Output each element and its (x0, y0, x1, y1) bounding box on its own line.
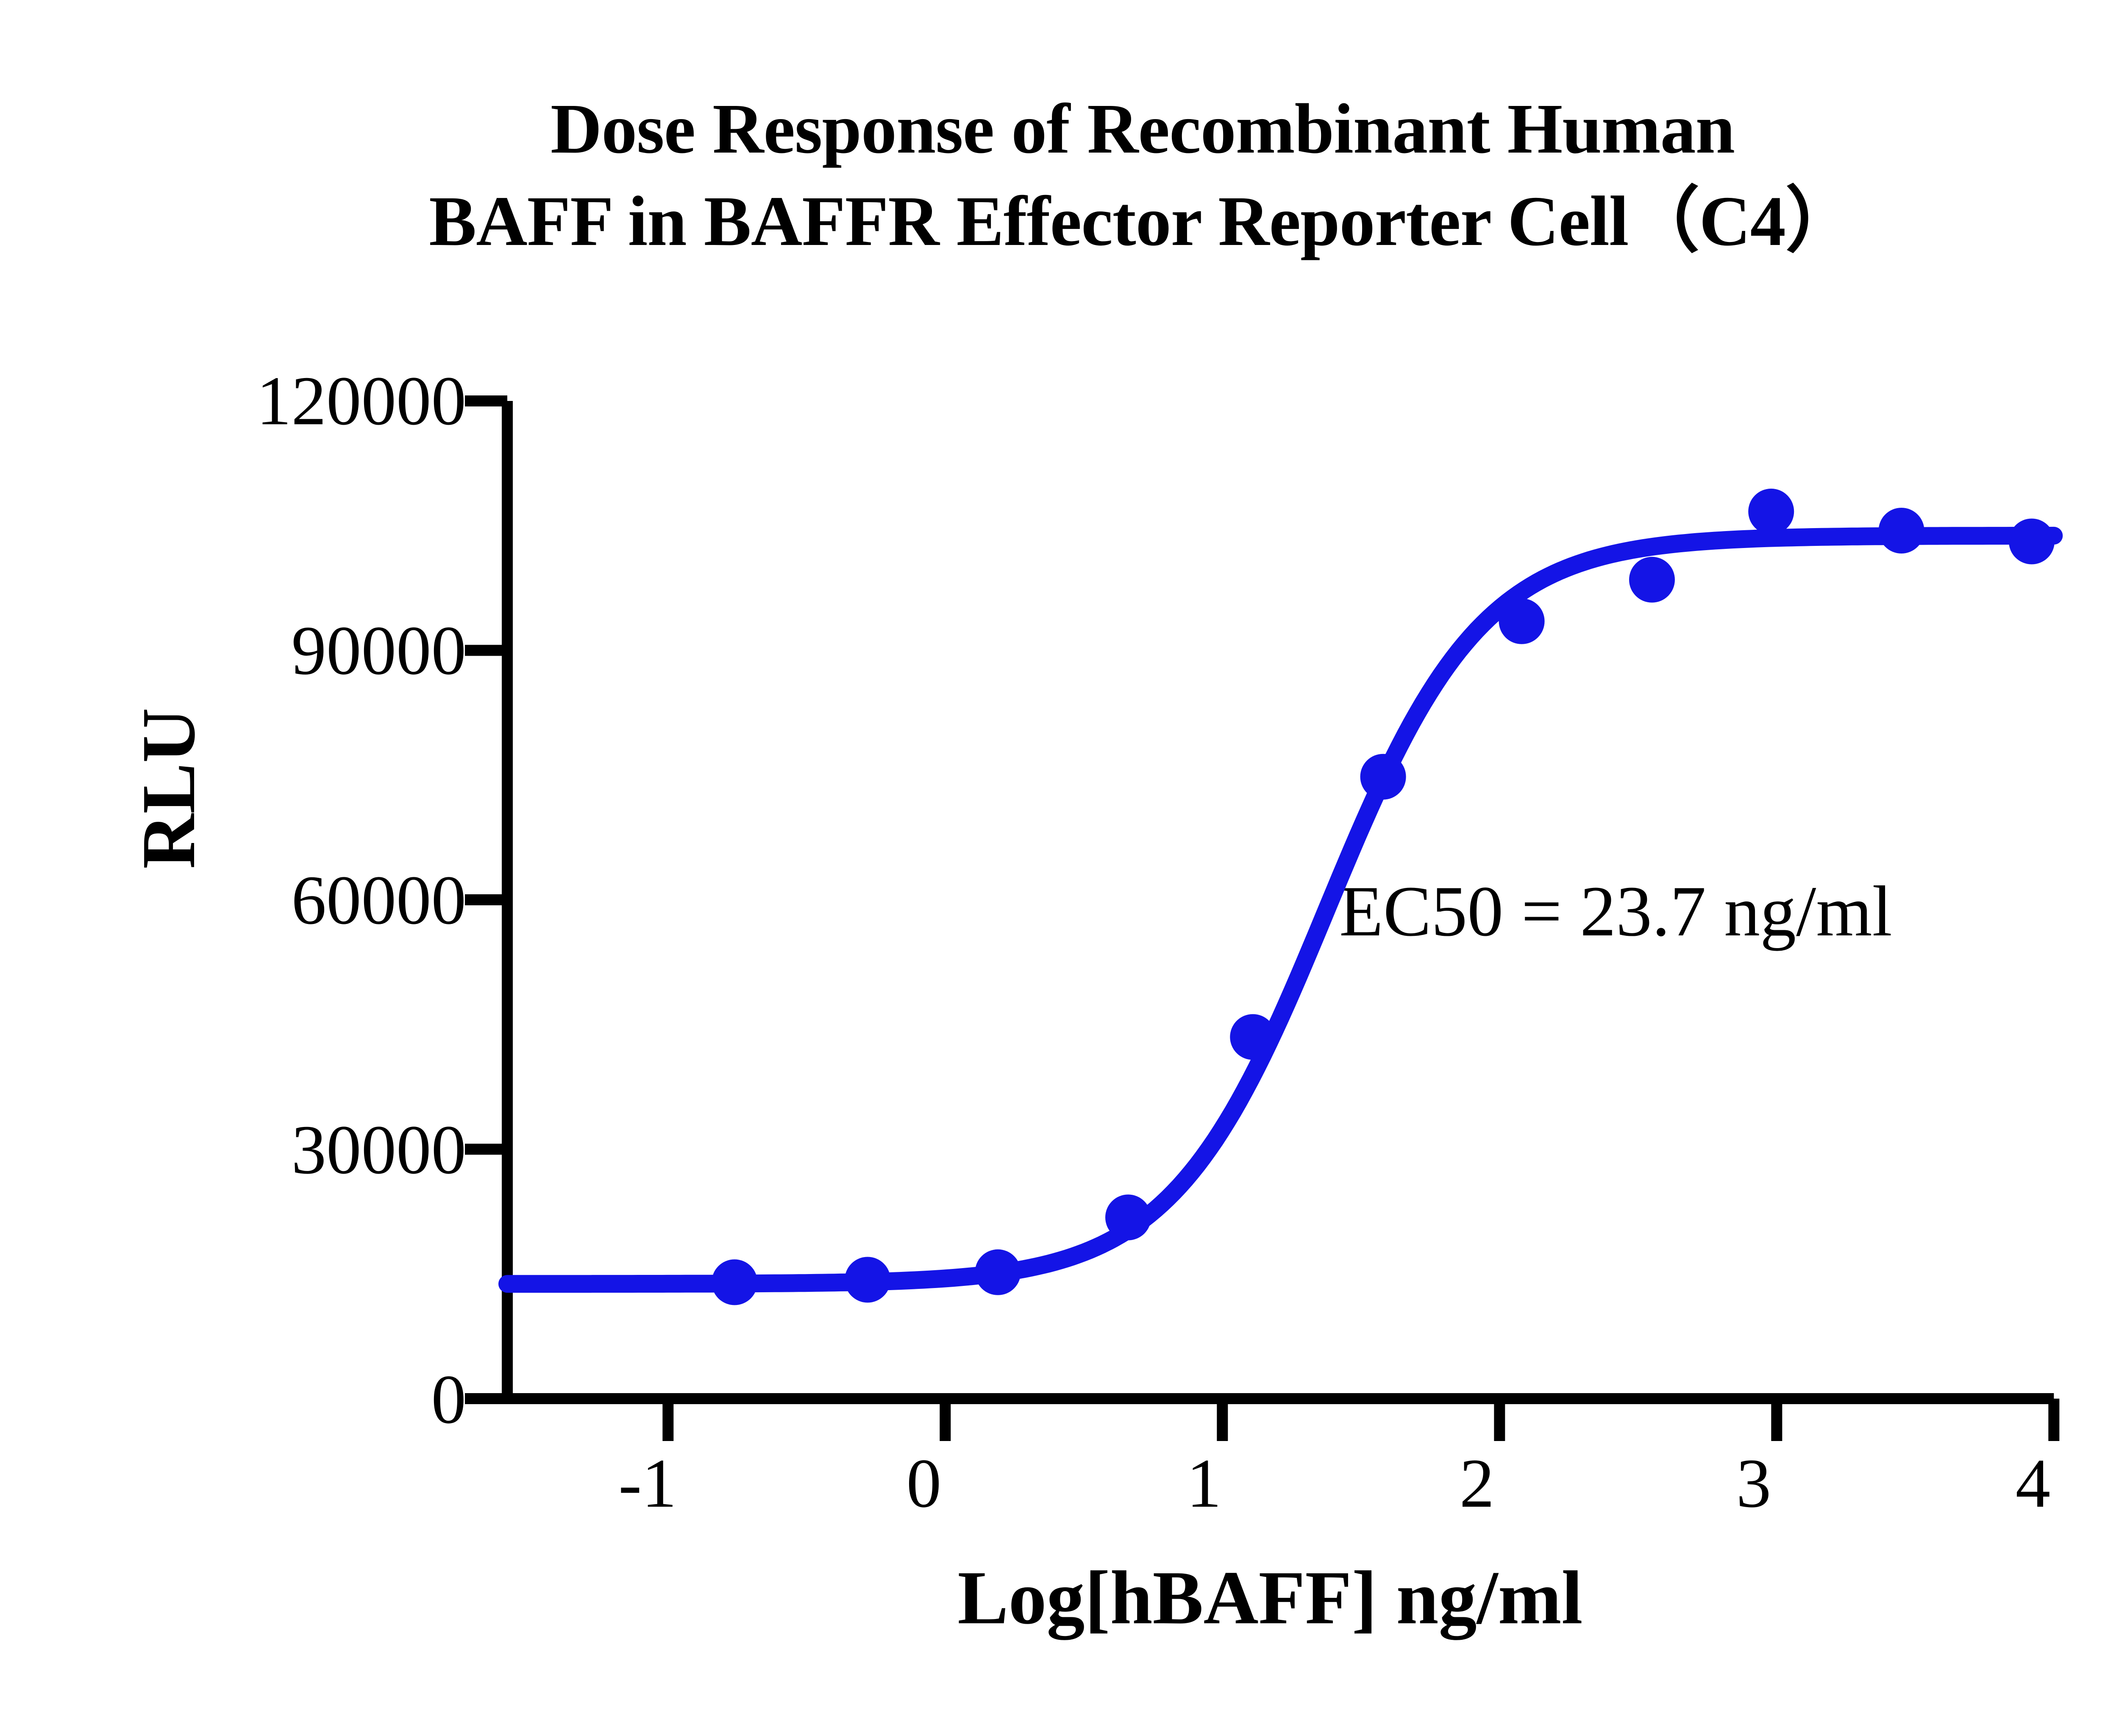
y-tick-text: 90000 (291, 612, 467, 689)
data-point-marker (1230, 1014, 1276, 1060)
page-title: Dose Response of Recombinant Human BAFF … (429, 89, 1857, 261)
data-point-marker (1748, 488, 1794, 534)
y-tick-text: 0 (431, 1360, 467, 1438)
data-point-marker (1105, 1194, 1151, 1241)
data-point-marker (1629, 556, 1675, 603)
y-tick-text: 60000 (291, 861, 467, 939)
x-axis-ticks (662, 1399, 2060, 1441)
data-point-marker (845, 1257, 891, 1303)
data-point-marker (1878, 508, 1924, 554)
x-tick-text: 4 (2015, 1444, 2051, 1522)
data-point-marker (1499, 598, 1545, 644)
x-tick-text: -1 (618, 1444, 677, 1522)
x-tick-text: 1 (1186, 1444, 1222, 1522)
x-tick-label-minus1: -1 (563, 1441, 732, 1526)
series-layer (498, 488, 2063, 1305)
ec50-annotation: EC50 = 23.7 ng/ml (1339, 871, 1892, 951)
x-tick-text: 0 (906, 1444, 942, 1522)
axis-layer (465, 395, 2060, 1441)
x-tick-label-3: 3 (1669, 1441, 1838, 1526)
y-tick-label-30000: 30000 (17, 1111, 467, 1188)
data-point-marker (712, 1259, 758, 1305)
y-tick-label-120000: 120000 (17, 366, 466, 436)
x-tick-text: 3 (1736, 1444, 1771, 1522)
y-tick-label-90000: 90000 (17, 612, 467, 689)
y-axis-ticks (465, 395, 507, 1404)
y-tick-label-60000: 60000 (17, 861, 467, 939)
fit-curve (498, 526, 2063, 1293)
data-point-marker (1360, 754, 1406, 800)
data-point-markers (712, 488, 2055, 1305)
y-tick-label-0: 0 (17, 1360, 467, 1438)
x-axis-title: Log[hBAFF] ng/ml (957, 1555, 1583, 1640)
x-tick-label-4: 4 (1948, 1441, 2118, 1526)
data-point-marker (2009, 518, 2055, 565)
x-tick-text: 2 (1459, 1444, 1495, 1522)
x-tick-label-2: 2 (1392, 1441, 1562, 1526)
x-tick-label-1: 1 (1119, 1441, 1289, 1526)
data-point-marker (975, 1249, 1021, 1295)
y-tick-text: 120000 (256, 362, 466, 440)
x-tick-label-0: 0 (839, 1441, 1009, 1526)
y-tick-text: 30000 (291, 1111, 467, 1188)
